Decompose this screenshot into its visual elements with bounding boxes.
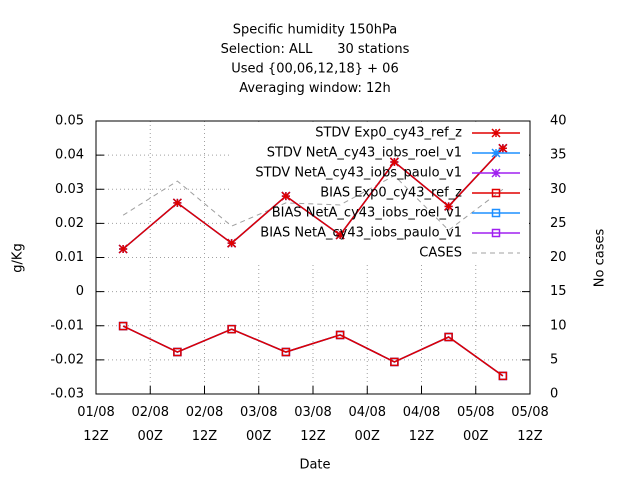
- legend-label: STDV NetA_cy43_iobs_paulo_v1: [255, 166, 462, 181]
- marker: [389, 157, 399, 167]
- legend-label: BIAS Exp0_cy43_ref_z: [320, 186, 462, 201]
- legend-label: BIAS NetA_cy43_iobs_roel_v1: [272, 206, 462, 221]
- marker: [335, 230, 345, 240]
- legend-label: STDV NetA_cy43_iobs_roel_v1: [267, 146, 462, 161]
- series-line: [122, 174, 504, 231]
- legend-marker: [491, 148, 501, 158]
- y2-tick-label: 10: [550, 318, 567, 333]
- y-tick-label: 0.05: [55, 114, 84, 129]
- plot-frame: [95, 120, 531, 395]
- x-tick-label: 01/08 12Z: [77, 405, 114, 444]
- legend-label: BIAS NetA_cy43_iobs_paulo_v1: [260, 226, 462, 241]
- marker: [498, 371, 508, 381]
- x-tick-label: 03/08 00Z: [240, 405, 277, 444]
- x-axis-label: Date: [299, 458, 330, 473]
- y2-tick-label: 40: [550, 114, 567, 129]
- marker: [444, 332, 453, 342]
- chart-title: Used {00,06,12,18} + 06: [231, 62, 398, 77]
- x-tick-label: 04/08 12Z: [403, 405, 440, 444]
- legend-marker: [491, 168, 501, 178]
- y2-tick-label: 35: [550, 148, 567, 163]
- marker: [281, 191, 291, 201]
- y-tick-label: 0: [76, 284, 84, 299]
- x-tick-label: 02/08 12Z: [186, 405, 223, 444]
- y-tick-label: 0.02: [55, 216, 84, 231]
- legend-label: CASES: [419, 246, 462, 261]
- y2-tick-label: 30: [550, 182, 567, 197]
- marker: [172, 198, 182, 208]
- marker: [118, 244, 128, 254]
- x-tick-label: 03/08 12Z: [294, 405, 331, 444]
- y2-tick-label: 5: [550, 352, 558, 367]
- legend-marker: [491, 208, 501, 218]
- legend-marker: [491, 228, 501, 238]
- y-tick-label: 0.01: [55, 250, 84, 265]
- y-tick-label: -0.01: [50, 318, 84, 333]
- legend-marker: [491, 128, 501, 138]
- series-line: [122, 147, 504, 250]
- legend-marker: [491, 188, 501, 198]
- x-tick-label: 05/08 12Z: [511, 405, 548, 444]
- legend-label: STDV Exp0_cy43_ref_z: [315, 126, 462, 141]
- x-tick-label: 05/08 00Z: [457, 405, 494, 444]
- chart-title: Specific humidity 150hPa: [233, 23, 398, 38]
- x-tick-label: 04/08 00Z: [349, 405, 386, 444]
- marker: [390, 357, 399, 367]
- y-tick-label: 0.03: [55, 182, 84, 197]
- y2-tick-label: 20: [550, 250, 567, 265]
- y-tick-label: -0.02: [50, 352, 84, 367]
- series-line: [122, 325, 504, 377]
- y2-tick-label: 0: [550, 387, 558, 402]
- marker: [444, 201, 454, 211]
- marker: [281, 347, 291, 357]
- y2-axis-label: No cases: [593, 229, 608, 288]
- x-tick-label: 02/08 00Z: [132, 405, 169, 444]
- y-axis-label: g/Kg: [11, 243, 26, 272]
- y-tick-label: 0.04: [55, 148, 84, 163]
- marker: [335, 330, 345, 340]
- marker: [227, 324, 236, 334]
- y2-tick-label: 15: [550, 284, 567, 299]
- chart-title: Averaging window: 12h: [239, 81, 391, 96]
- chart-title: Selection: ALL 30 stations: [221, 42, 410, 57]
- marker: [498, 143, 508, 153]
- marker: [118, 321, 128, 331]
- marker: [173, 347, 182, 357]
- y2-tick-label: 25: [550, 216, 567, 231]
- marker: [227, 238, 237, 248]
- y-tick-label: -0.03: [50, 387, 84, 402]
